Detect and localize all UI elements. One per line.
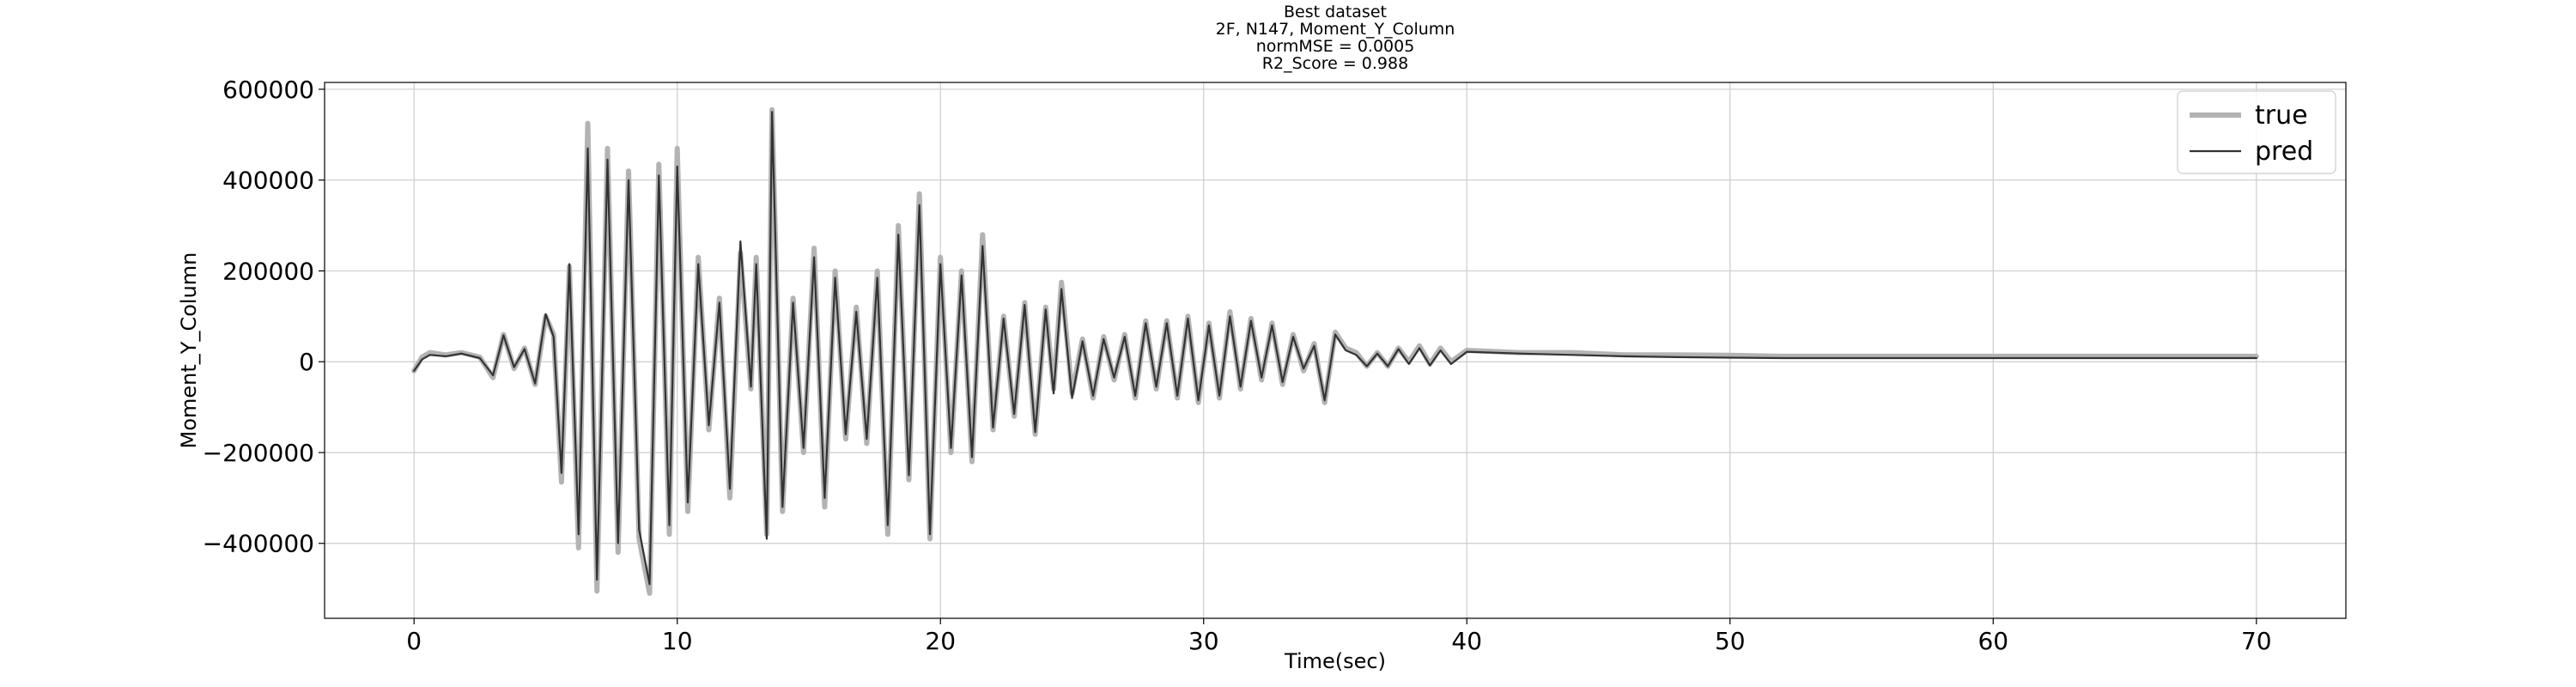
legend-label-pred: pred [2255,137,2313,167]
plot-area [324,82,2347,619]
series [411,106,2259,596]
legend-label-true: true [2255,100,2308,131]
x-tick-label: 70 [2241,627,2272,655]
legend: true pred [2177,90,2336,174]
legend-box [2177,90,2336,174]
y-tick-label: 200000 [222,257,314,285]
title-line: Best dataset [1284,3,1387,21]
x-tick-label: 30 [1188,627,1219,655]
x-axis: 0 10 20 30 40 50 60 70 [406,618,2272,655]
x-tick-label: 20 [925,627,956,655]
y-tick-label: 400000 [222,167,314,195]
series-line-true [411,106,2259,596]
y-tick-label: 0 [299,348,314,376]
x-tick-label: 0 [406,627,422,655]
title-line: normMSE = 0.0005 [1256,37,1415,56]
y-tick-label: −400000 [203,530,314,558]
grid [325,82,2346,618]
x-tick-label: 40 [1451,627,1482,655]
title-line: 2F, N147, Moment_Y_Column [1216,20,1455,39]
y-axis-label: Moment_Y_Column [177,252,201,449]
series-line-pred [413,111,2257,586]
title-line: R2_Score = 0.988 [1262,54,1408,73]
x-tick-label: 60 [1978,627,2008,655]
y-tick-label: 600000 [222,76,314,104]
y-axis: −400000 −200000 0 200000 400000 600000 [203,76,325,558]
x-axis-label: Time(sec) [1284,649,1386,673]
y-tick-label: −200000 [203,439,314,467]
x-tick-label: 50 [1715,627,1746,655]
x-tick-label: 10 [662,627,693,655]
